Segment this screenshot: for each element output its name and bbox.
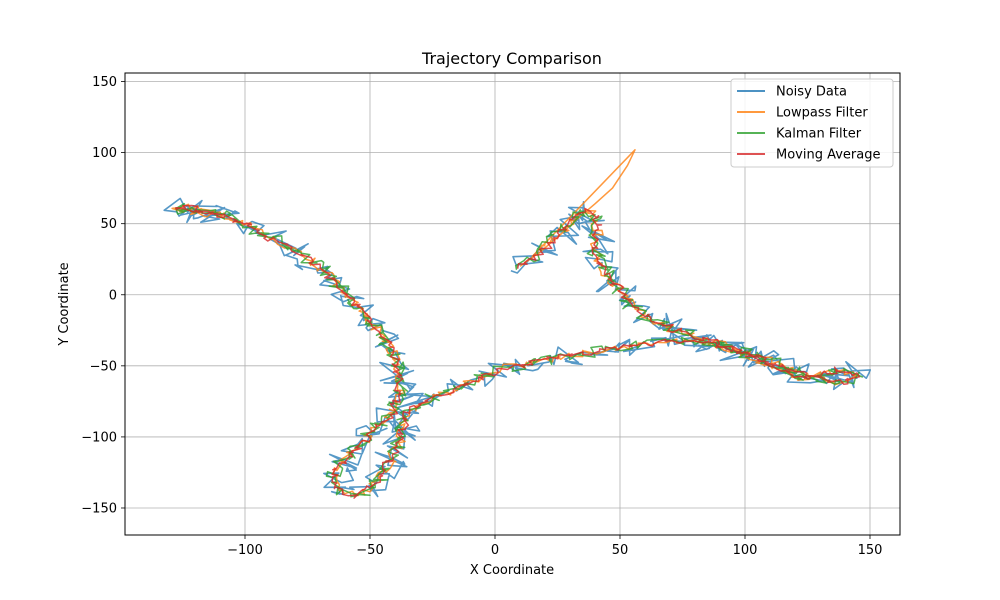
series-line-moving-average	[175, 204, 861, 499]
y-tick-label: −50	[90, 359, 117, 374]
chart-title: Trajectory Comparison	[421, 49, 602, 68]
legend-box	[730, 78, 894, 168]
axis-ticks: −100 −50 0 50 100 150 −150 −100 −50 0 50 100 150	[81, 75, 882, 558]
series-line-lowpass-filter	[171, 149, 858, 497]
plot-frame	[124, 72, 901, 536]
x-tick-label: 100	[733, 543, 758, 558]
y-tick-label: 0	[109, 288, 117, 303]
legend: Noisy Data Lowpass Filter Kalman Filter Mov…	[730, 78, 894, 168]
x-axis-title: X Coordinate	[470, 563, 554, 578]
grid-lines	[125, 73, 900, 535]
series-lines	[163, 149, 871, 499]
legend-label: Moving Average	[776, 148, 880, 163]
x-tick-label: 50	[612, 543, 629, 558]
y-axis-title: Y Coordinate	[57, 262, 72, 346]
y-tick-label: 150	[92, 75, 117, 90]
legend-label: Kalman Filter	[776, 127, 862, 142]
x-tick-label: 0	[491, 543, 499, 558]
x-tick-label: −100	[227, 543, 263, 558]
x-tick-label: −50	[356, 543, 383, 558]
legend-label: Lowpass Filter	[776, 106, 868, 121]
y-tick-label: 100	[92, 146, 117, 161]
y-tick-label: −150	[81, 501, 117, 516]
x-tick-label: 150	[858, 543, 883, 558]
y-tick-label: −100	[81, 430, 117, 445]
y-tick-label: 50	[100, 217, 117, 232]
legend-label: Noisy Data	[776, 85, 847, 100]
